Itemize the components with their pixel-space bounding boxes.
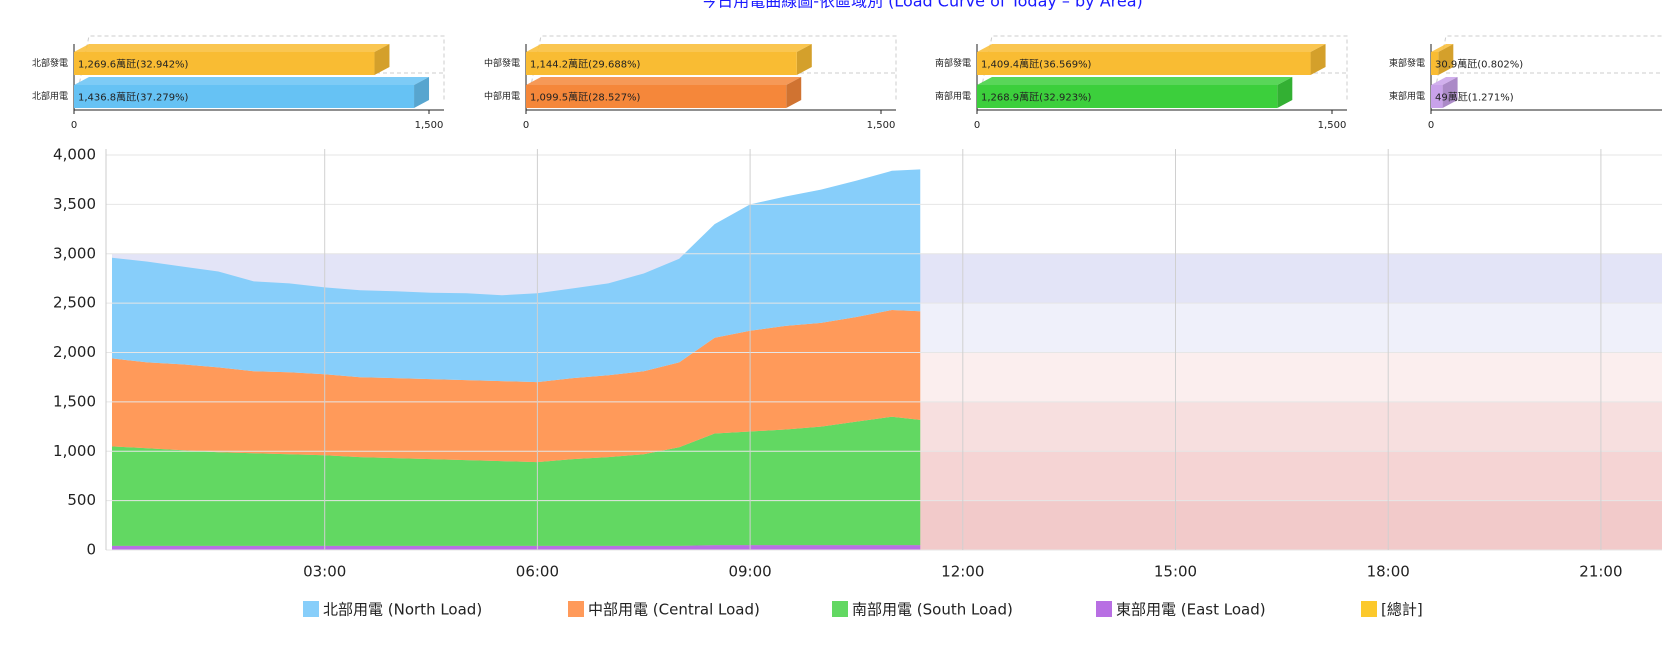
y-tick-label: 東部用電: [1389, 90, 1425, 102]
y-tick-label: 1,000: [53, 442, 96, 460]
bar-side: [1438, 44, 1454, 75]
bar-top: [977, 77, 1293, 85]
bar: [526, 52, 797, 75]
legend-label: 東部用電 (East Load): [1116, 601, 1266, 619]
y-tick-label: 3,500: [53, 195, 96, 213]
x-tick-label: 0: [523, 120, 529, 131]
legend-label: 南部用電 (South Load): [852, 601, 1013, 619]
bar-top: [526, 77, 802, 85]
x-tick-label: 12:00: [941, 563, 984, 581]
area: [112, 169, 921, 383]
bar-top: [74, 77, 430, 85]
x-tick-label: 0: [1428, 120, 1434, 131]
x-tick-label: 0: [974, 120, 980, 131]
bar-side: [1442, 77, 1458, 108]
bar-side: [1277, 77, 1293, 108]
legend-swatch: [1096, 601, 1112, 617]
y-tick-label: 中部用電: [484, 90, 520, 102]
small-chart: 0 1,500 1,269.6萬瓩(32.942%) 北部發電 1,436.8萬瓩(37…: [32, 35, 445, 131]
data-label: 49萬瓩(1.271%): [1435, 91, 1514, 104]
data-label: 1,436.8萬瓩(37.279%): [78, 91, 189, 104]
x-tick-label: 1,500: [867, 120, 896, 131]
x-tick-label: 18:00: [1367, 563, 1410, 581]
bar: [977, 52, 1311, 75]
y-tick-label: 北部用電: [32, 90, 68, 102]
data-label: 1,268.9萬瓩(32.923%): [981, 91, 1092, 104]
bar-top: [977, 44, 1326, 52]
y-tick-label: 南部用電: [935, 90, 971, 102]
bar: [977, 85, 1278, 108]
chart-title: 今日用電曲線圖-依區域別 (Load Curve of Today – by A…: [701, 0, 1143, 11]
x-tick-label: 03:00: [303, 563, 346, 581]
legend-label: 北部用電 (North Load): [323, 601, 482, 619]
x-tick-label: 15:00: [1154, 563, 1197, 581]
bar-side: [796, 44, 812, 75]
small-chart: 0 30.9萬瓩(0.802%) 東部發電 49萬瓩(1.271%) 東部用電: [1389, 35, 1662, 131]
bar-top: [1431, 77, 1458, 85]
y-tick-label: 3,000: [53, 244, 96, 262]
y-tick-label: 1,500: [53, 392, 96, 410]
x-tick-label: 1,500: [415, 120, 444, 131]
area: [112, 416, 921, 546]
data-label: 30.9萬瓩(0.802%): [1435, 58, 1523, 71]
data-label: 1,144.2萬瓩(29.688%): [530, 58, 641, 71]
bar-side: [786, 77, 802, 108]
legend-swatch: [1361, 601, 1377, 617]
x-tick-label: 1,500: [1318, 120, 1347, 131]
x-tick-label: 09:00: [728, 563, 771, 581]
legend-swatch: [568, 601, 584, 617]
bar-top: [1431, 44, 1454, 52]
bar-side: [1310, 44, 1326, 75]
y-tick-label: 4,000: [53, 146, 96, 164]
y-tick-label: 東部發電: [1389, 57, 1425, 69]
y-tick-label: 2,000: [53, 343, 96, 361]
x-tick-label: 0: [71, 120, 77, 131]
bar-side: [374, 44, 390, 75]
legend-swatch: [303, 601, 319, 617]
y-tick-label: 2,500: [53, 294, 96, 312]
data-label: 1,099.5萬瓩(28.527%): [530, 91, 641, 104]
y-tick-label: 500: [67, 491, 96, 509]
x-tick-label: 21:00: [1579, 563, 1622, 581]
y-tick-label: 南部發電: [935, 57, 971, 69]
bar: [74, 85, 415, 108]
data-label: 1,269.6萬瓩(32.942%): [78, 58, 189, 71]
bar-top: [526, 44, 812, 52]
bar: [1431, 85, 1443, 108]
legend-swatch: [832, 601, 848, 617]
bar-side: [414, 77, 430, 108]
bar: [74, 52, 375, 75]
bar: [1431, 52, 1439, 75]
y-tick-label: 0: [86, 541, 96, 559]
area: [112, 310, 921, 463]
x-tick-label: 06:00: [516, 563, 559, 581]
y-tick-label: 北部發電: [32, 57, 68, 69]
data-label: 1,409.4萬瓩(36.569%): [981, 58, 1092, 71]
small-chart: 0 1,500 1,144.2萬瓩(29.688%) 中部發電 1,099.5萬瓩(28…: [484, 35, 897, 131]
y-tick-label: 中部發電: [484, 57, 520, 69]
bar-top: [74, 44, 390, 52]
bar: [526, 85, 787, 108]
legend-label: [總計]: [1381, 601, 1423, 619]
area: [112, 545, 921, 550]
small-chart: 0 1,500 1,409.4萬瓩(36.569%) 南部發電 1,268.9萬瓩(32…: [935, 35, 1348, 131]
legend-label: 中部用電 (Central Load): [588, 601, 760, 619]
plot-area: [112, 169, 1662, 550]
